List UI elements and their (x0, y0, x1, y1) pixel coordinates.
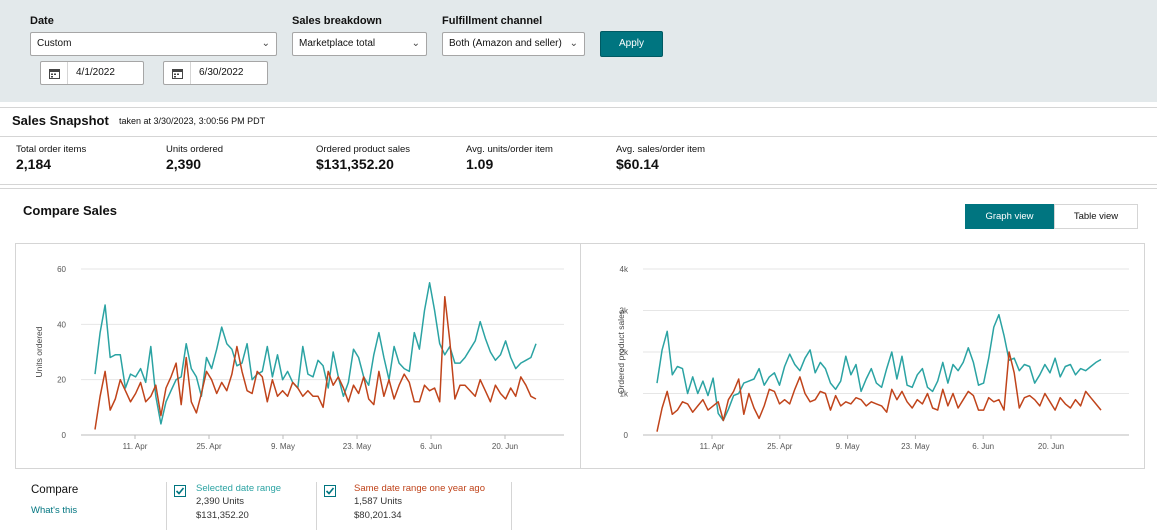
chevron-down-icon: ⌄ (569, 38, 578, 49)
y-tick-label: 20 (57, 376, 66, 385)
compare-sales-title: Compare Sales (23, 203, 117, 218)
sales-breakdown-value: Marketplace total (299, 38, 376, 49)
metric-label: Total order items (16, 144, 87, 155)
date-range-select[interactable]: Custom ⌄ (30, 32, 277, 56)
units-ordered-chart: 0 20 40 60 11. Apr 25. Apr 9. May 23. May 6. Jun… (34, 265, 564, 451)
x-tick-label: 6. Jun (972, 442, 994, 451)
checkmark-icon (325, 487, 335, 495)
x-tick-label: 9. May (271, 442, 295, 451)
x-tick-label: 23. May (901, 442, 929, 451)
calendar-icon[interactable] (164, 62, 191, 84)
calendar-icon[interactable] (41, 62, 68, 84)
series-line-selected[interactable] (656, 313, 1102, 422)
legend-units: 1,587 Units (354, 496, 403, 507)
selected-range-checkbox[interactable] (174, 485, 186, 497)
prior-year-checkbox[interactable] (324, 485, 336, 497)
legend-prior-year: Same date range one year ago 1,587 Units… (316, 482, 512, 530)
y-tick-label: 4k (620, 265, 629, 274)
start-date-field[interactable]: 4/1/2022 (40, 61, 144, 85)
legend-name: Selected date range (196, 483, 282, 494)
legend-units: 2,390 Units (196, 496, 245, 507)
y-axis-label: Units ordered (34, 326, 44, 377)
snapshot-metrics: Total order items 2,184 Units ordered 2,… (0, 137, 1157, 185)
x-tick-label: 6. Jun (420, 442, 442, 451)
compare-sales-section: Compare Sales Graph view Table view 0 20 4… (0, 188, 1157, 531)
metric-value: $131,352.20 (316, 156, 394, 172)
x-tick-label: 9. May (836, 442, 860, 451)
x-tick-label: 11. Apr (700, 442, 725, 451)
metric-label: Avg. sales/order item (616, 144, 706, 155)
end-date-field[interactable]: 6/30/2022 (163, 61, 268, 85)
metric-label: Avg. units/order item (466, 144, 553, 155)
y-tick-label: 1k (620, 390, 629, 399)
sales-breakdown-label: Sales breakdown (292, 15, 382, 27)
metric-value: $60.14 (616, 156, 659, 172)
compare-label: Compare (31, 484, 79, 496)
snapshot-timestamp: taken at 3/30/2023, 3:00:56 PM PDT (119, 116, 266, 126)
series-line-prior-year[interactable] (656, 351, 1102, 432)
checkmark-icon (175, 487, 185, 495)
y-tick-label: 0 (624, 431, 629, 440)
y-tick-label: 2k (620, 348, 629, 357)
metric-ordered-product-sales: Ordered product sales $131,352.20 (316, 144, 410, 172)
metric-label: Ordered product sales (316, 144, 410, 155)
chevron-down-icon: ⌄ (411, 38, 420, 49)
table-view-button[interactable]: Table view (1054, 204, 1138, 229)
legend-selected-range: Selected date range 2,390 Units $131,352… (166, 482, 317, 530)
metric-avg-sales-per-order-item: Avg. sales/order item $60.14 (616, 144, 705, 172)
x-tick-label: 20. Jun (492, 442, 518, 451)
sales-breakdown-select[interactable]: Marketplace total ⌄ (292, 32, 427, 56)
legend-sales: $80,201.34 (354, 510, 402, 521)
start-date-value: 4/1/2022 (76, 67, 115, 78)
metric-total-order-items: Total order items 2,184 (16, 144, 86, 172)
metric-value: 1.09 (466, 156, 494, 172)
date-label: Date (30, 15, 54, 27)
y-tick-label: 60 (57, 265, 66, 274)
y-tick-label: 3k (620, 307, 629, 316)
y-tick-label: 40 (57, 320, 66, 329)
metric-units-ordered: Units ordered 2,390 (166, 144, 223, 172)
x-tick-label: 20. Jun (1038, 442, 1064, 451)
legend-sales: $131,352.20 (196, 510, 249, 521)
metric-label: Units ordered (166, 144, 224, 155)
metric-avg-units-per-order-item: Avg. units/order item 1.09 (466, 144, 553, 172)
sales-snapshot-title: Sales Snapshot (12, 113, 109, 128)
series-line-selected[interactable] (94, 282, 537, 425)
ordered-product-sales-chart: 0 1k 2k 3k 4k 11. Apr 25. Apr 9. May 23. May 6. J… (616, 265, 1129, 451)
fulfillment-channel-label: Fulfillment channel (442, 15, 543, 27)
chart-divider (580, 244, 581, 468)
graph-view-button[interactable]: Graph view (965, 204, 1054, 229)
legend-name: Same date range one year ago (354, 483, 485, 494)
x-tick-label: 25. Apr (196, 442, 222, 451)
fulfillment-channel-select[interactable]: Both (Amazon and seller) ⌄ (442, 32, 585, 56)
apply-button[interactable]: Apply (600, 31, 663, 57)
x-tick-label: 25. Apr (767, 442, 793, 451)
y-tick-label: 0 (62, 431, 67, 440)
sales-snapshot-header: Sales Snapshot taken at 3/30/2023, 3:00:… (0, 107, 1157, 137)
filter-bar: Date Custom ⌄ 4/1/2022 6/30/2022 Sales b… (0, 0, 1157, 102)
x-tick-label: 23. May (343, 442, 371, 451)
metric-value: 2,390 (166, 156, 202, 172)
chart-panel: 0 20 40 60 11. Apr 25. Apr 9. May 23. May 6. Jun… (15, 243, 1145, 469)
x-tick-label: 11. Apr (123, 442, 148, 451)
series-line-prior-year[interactable] (94, 295, 537, 430)
fulfillment-channel-value: Both (Amazon and seller) (449, 38, 562, 49)
y-axis-label: Ordered product sales (616, 310, 626, 394)
date-range-value: Custom (37, 38, 72, 49)
whats-this-link[interactable]: What's this (31, 505, 78, 516)
chevron-down-icon: ⌄ (261, 38, 270, 49)
metric-value: 2,184 (16, 156, 52, 172)
end-date-value: 6/30/2022 (199, 67, 244, 78)
